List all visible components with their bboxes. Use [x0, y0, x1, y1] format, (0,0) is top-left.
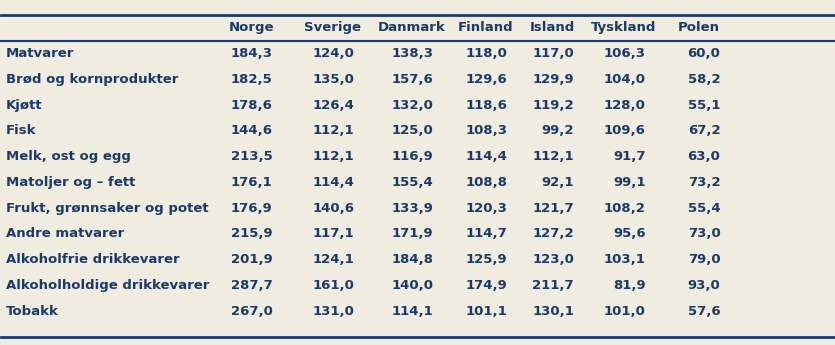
Text: Melk, ost og egg: Melk, ost og egg	[6, 150, 130, 163]
Text: 184,3: 184,3	[230, 47, 273, 60]
Text: 114,7: 114,7	[466, 227, 508, 240]
Text: 215,9: 215,9	[231, 227, 273, 240]
Text: 118,6: 118,6	[465, 99, 508, 112]
Text: Andre matvarer: Andre matvarer	[6, 227, 124, 240]
Text: 124,1: 124,1	[312, 253, 354, 266]
Text: 178,6: 178,6	[230, 99, 273, 112]
Text: 101,1: 101,1	[466, 305, 508, 317]
Text: 121,7: 121,7	[533, 201, 574, 215]
Text: 128,0: 128,0	[604, 99, 645, 112]
Text: 126,4: 126,4	[312, 99, 354, 112]
Text: 125,9: 125,9	[466, 253, 508, 266]
Text: 157,6: 157,6	[392, 73, 433, 86]
Text: Alkoholfrie drikkevarer: Alkoholfrie drikkevarer	[6, 253, 180, 266]
Text: 129,9: 129,9	[533, 73, 574, 86]
Text: 73,2: 73,2	[688, 176, 721, 189]
Text: 103,1: 103,1	[604, 253, 645, 266]
Text: 57,6: 57,6	[688, 305, 721, 317]
Text: Sverige: Sverige	[304, 21, 361, 34]
Text: 108,3: 108,3	[465, 125, 508, 137]
Text: 211,7: 211,7	[533, 279, 574, 292]
Text: 155,4: 155,4	[392, 176, 433, 189]
Text: 58,2: 58,2	[688, 73, 721, 86]
Text: 63,0: 63,0	[687, 150, 721, 163]
Text: 140,0: 140,0	[392, 279, 433, 292]
Text: 93,0: 93,0	[688, 279, 721, 292]
Text: 81,9: 81,9	[613, 279, 645, 292]
Text: Alkoholholdige drikkevarer: Alkoholholdige drikkevarer	[6, 279, 209, 292]
Text: 73,0: 73,0	[688, 227, 721, 240]
Text: Tobakk: Tobakk	[6, 305, 58, 317]
Text: 104,0: 104,0	[604, 73, 645, 86]
Text: Frukt, grønnsaker og potet: Frukt, grønnsaker og potet	[6, 201, 208, 215]
Text: 99,2: 99,2	[541, 125, 574, 137]
Text: 108,8: 108,8	[465, 176, 508, 189]
Text: 101,0: 101,0	[604, 305, 645, 317]
Text: Tyskland: Tyskland	[591, 21, 656, 34]
Text: 106,3: 106,3	[604, 47, 645, 60]
Text: 114,4: 114,4	[312, 176, 354, 189]
Text: 95,6: 95,6	[613, 227, 645, 240]
Text: 174,9: 174,9	[466, 279, 508, 292]
Text: Danmark: Danmark	[377, 21, 446, 34]
Text: 67,2: 67,2	[688, 125, 721, 137]
Text: 140,6: 140,6	[312, 201, 354, 215]
Text: Fisk: Fisk	[6, 125, 36, 137]
Text: 125,0: 125,0	[392, 125, 433, 137]
Text: 201,9: 201,9	[231, 253, 273, 266]
Text: 99,1: 99,1	[613, 176, 645, 189]
Text: 267,0: 267,0	[230, 305, 273, 317]
Text: Norge: Norge	[228, 21, 274, 34]
Text: 108,2: 108,2	[604, 201, 645, 215]
Text: 112,1: 112,1	[312, 125, 354, 137]
Text: 133,9: 133,9	[392, 201, 433, 215]
Text: 176,9: 176,9	[231, 201, 273, 215]
Text: 138,3: 138,3	[392, 47, 433, 60]
Text: 112,1: 112,1	[533, 150, 574, 163]
Text: 117,1: 117,1	[312, 227, 354, 240]
Text: 129,6: 129,6	[466, 73, 508, 86]
Text: 287,7: 287,7	[231, 279, 273, 292]
Text: 91,7: 91,7	[613, 150, 645, 163]
Text: 132,0: 132,0	[392, 99, 433, 112]
Text: 184,8: 184,8	[392, 253, 433, 266]
Text: 120,3: 120,3	[465, 201, 508, 215]
Text: Brød og kornprodukter: Brød og kornprodukter	[6, 73, 178, 86]
Text: 119,2: 119,2	[533, 99, 574, 112]
Text: 55,4: 55,4	[688, 201, 721, 215]
Text: Kjøtt: Kjøtt	[6, 99, 43, 112]
Text: 135,0: 135,0	[312, 73, 354, 86]
Text: Finland: Finland	[458, 21, 514, 34]
Text: 118,0: 118,0	[465, 47, 508, 60]
Text: Polen: Polen	[678, 21, 720, 34]
Text: Island: Island	[529, 21, 575, 34]
Text: 79,0: 79,0	[688, 253, 721, 266]
Text: 60,0: 60,0	[687, 47, 721, 60]
Text: 92,1: 92,1	[541, 176, 574, 189]
Text: 171,9: 171,9	[392, 227, 433, 240]
Text: Matvarer: Matvarer	[6, 47, 74, 60]
Text: 124,0: 124,0	[312, 47, 354, 60]
Text: 213,5: 213,5	[231, 150, 273, 163]
Text: 114,4: 114,4	[465, 150, 508, 163]
Text: 117,0: 117,0	[532, 47, 574, 60]
Text: 55,1: 55,1	[688, 99, 721, 112]
Text: 144,6: 144,6	[230, 125, 273, 137]
Text: 176,1: 176,1	[231, 176, 273, 189]
Text: 109,6: 109,6	[604, 125, 645, 137]
Text: 131,0: 131,0	[312, 305, 354, 317]
Text: 112,1: 112,1	[312, 150, 354, 163]
Text: 123,0: 123,0	[532, 253, 574, 266]
Text: 130,1: 130,1	[532, 305, 574, 317]
Text: 116,9: 116,9	[392, 150, 433, 163]
Text: 182,5: 182,5	[231, 73, 273, 86]
Text: Matoljer og – fett: Matoljer og – fett	[6, 176, 135, 189]
Text: 127,2: 127,2	[533, 227, 574, 240]
Text: 114,1: 114,1	[392, 305, 433, 317]
Text: 161,0: 161,0	[312, 279, 354, 292]
